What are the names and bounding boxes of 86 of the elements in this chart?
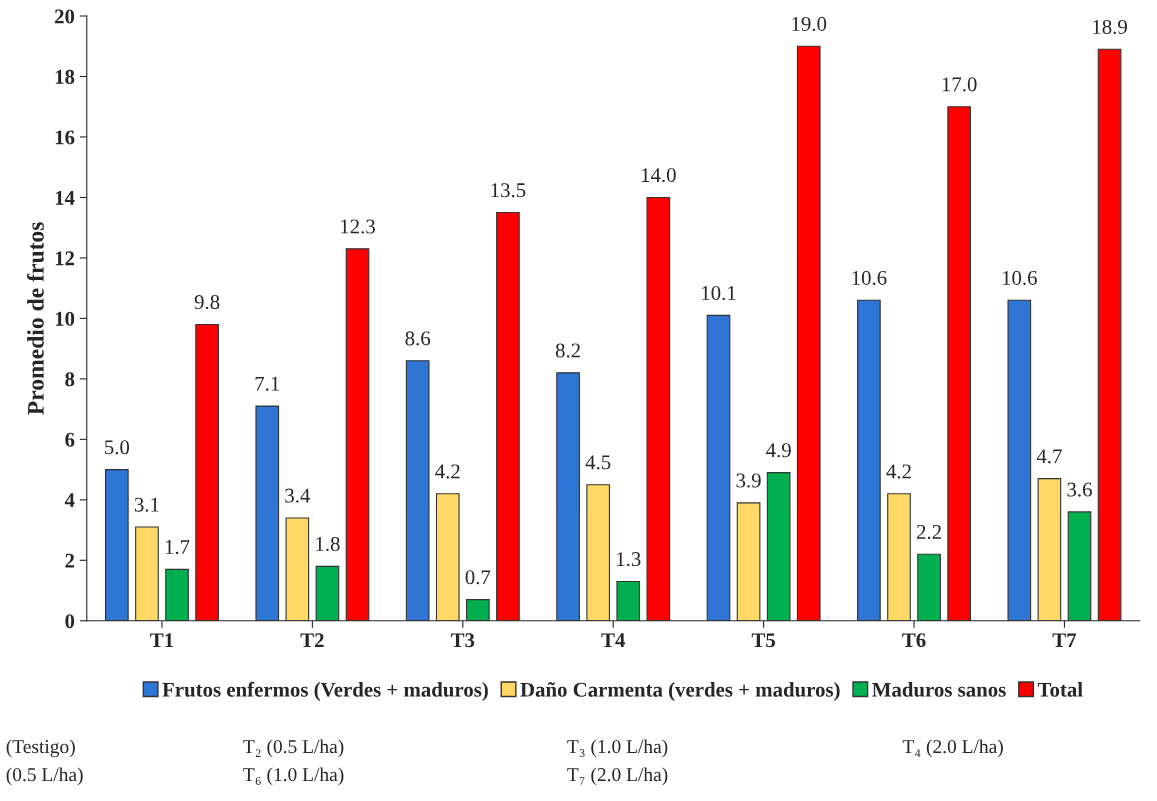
bar (435, 493, 460, 621)
y-tick-label: 18 (55, 69, 75, 84)
bar (105, 469, 129, 621)
bar (1037, 478, 1062, 621)
y-tick-label: 14 (55, 190, 75, 205)
bar (857, 299, 881, 621)
y-tick-label: 2 (65, 553, 75, 568)
data-label: 4.2 (435, 464, 460, 479)
data-label: 18.9 (1093, 19, 1127, 35)
text: T₄ (2.0 L/ha) (902, 739, 1003, 758)
legend-label: Daño Carmenta (verdes + maduros) (520, 682, 840, 701)
data-label: 3.4 (285, 488, 311, 503)
bar (706, 314, 731, 621)
text: (Testigo) (6, 739, 75, 758)
data-label: 12.3 (341, 219, 375, 234)
data-label: 3.1 (134, 497, 159, 512)
bar (1097, 48, 1122, 621)
data-label: 5.0 (105, 440, 130, 455)
bar (616, 580, 641, 621)
bar (646, 196, 671, 621)
bar (796, 45, 821, 621)
y-tick-label: 0 (65, 614, 75, 629)
bar (315, 565, 340, 621)
x-tick-label: T6 (902, 633, 926, 648)
data-label: 7.1 (255, 376, 280, 391)
bar (405, 360, 430, 621)
bar (736, 502, 761, 621)
bar (345, 248, 370, 621)
legend-label: Frutos enfermos (Verdes + maduros) (162, 681, 488, 701)
data-label: 4.9 (766, 443, 791, 458)
bar (887, 493, 911, 621)
y-tick-label: 12 (55, 251, 75, 266)
x-tick-label: T5 (751, 633, 776, 648)
bar (1007, 299, 1032, 621)
text: (0.5 L/ha) (6, 767, 83, 786)
data-label: 1.3 (617, 552, 641, 567)
bar (165, 568, 189, 621)
bar (496, 212, 520, 621)
data-label: 3.6 (1067, 482, 1092, 497)
bar (1067, 511, 1092, 621)
data-label: 10.6 (852, 270, 887, 285)
y-tick-label: 10 (55, 311, 75, 326)
y-axis-title: Promedio de frutos (26, 222, 44, 415)
text: T₂ (0.5 L/ha) (243, 739, 344, 758)
data-label: 17.0 (942, 77, 977, 92)
bar (285, 517, 310, 621)
data-label: 4.5 (585, 455, 611, 470)
x-tick-label: T1 (150, 633, 174, 648)
data-label: 9.8 (194, 295, 220, 310)
y-tick-label: 4 (64, 493, 75, 508)
data-label: 3.9 (736, 473, 761, 488)
text: T₇ (2.0 L/ha) (567, 767, 668, 786)
x-tick-label: T4 (601, 633, 625, 648)
legend-label: Total (1037, 682, 1083, 697)
data-label: 1.8 (316, 536, 340, 552)
bar (466, 599, 490, 621)
text: T₆ (1.0 L/ha) (243, 767, 344, 786)
y-tick-label: 20 (55, 9, 75, 24)
bar (135, 526, 159, 621)
data-label: 13.5 (491, 183, 526, 198)
data-label: 0.7 (465, 570, 491, 585)
bar (947, 106, 971, 621)
data-label: 14.0 (641, 168, 676, 183)
data-label: 2.2 (916, 524, 941, 539)
bar (917, 553, 941, 621)
x-tick-label: T2 (300, 633, 324, 648)
x-tick-label: T3 (450, 633, 475, 648)
y-tick-label: 16 (55, 130, 75, 145)
data-label: 8.6 (405, 331, 431, 346)
x-tick-label: T7 (1052, 633, 1077, 648)
bar (556, 372, 580, 621)
data-label: 8.2 (555, 343, 580, 358)
y-tick-label: 6 (65, 432, 75, 447)
bar (195, 323, 219, 621)
data-label: 4.2 (886, 464, 911, 479)
text: T₃ (1.0 L/ha) (567, 739, 668, 758)
bar (766, 472, 791, 621)
bar (586, 484, 611, 621)
data-label: 10.1 (702, 285, 736, 301)
data-label: 19.0 (792, 16, 827, 32)
data-label: 1.7 (165, 540, 190, 555)
data-label: 10.6 (1002, 270, 1037, 285)
bar (255, 405, 280, 621)
legend-label: Maduros sanos (872, 682, 1006, 697)
y-tick-label: 8 (65, 372, 75, 387)
data-label: 4.7 (1036, 449, 1062, 464)
